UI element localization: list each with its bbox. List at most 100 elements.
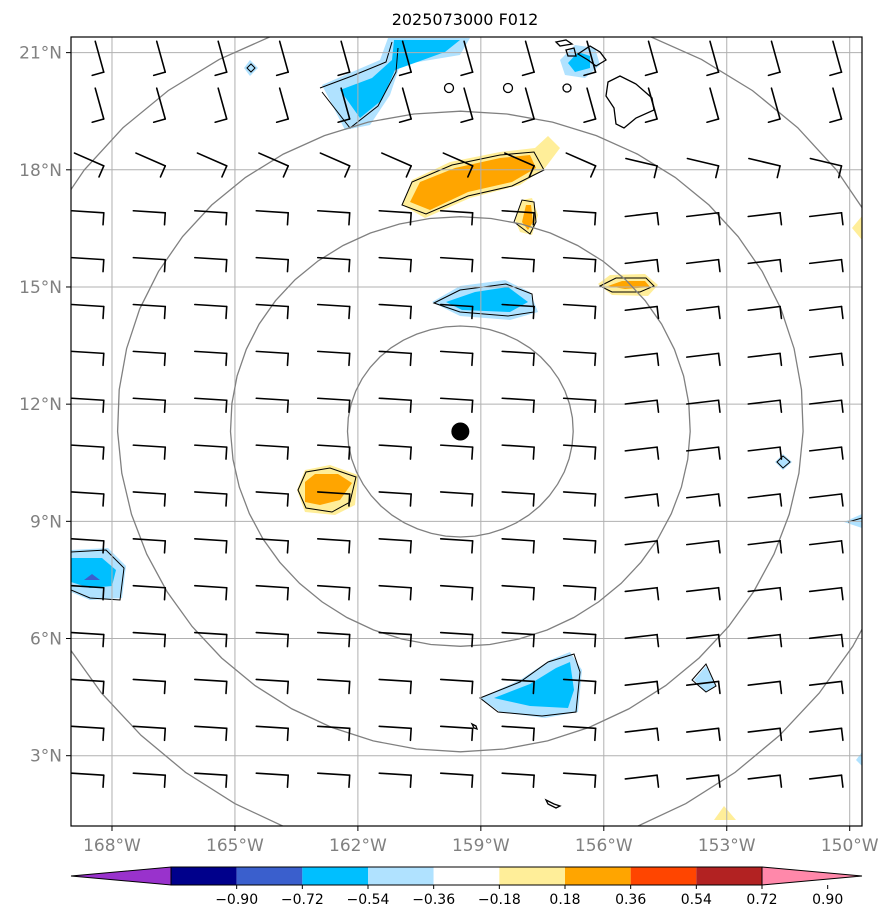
wind-barb	[194, 303, 228, 320]
colorbar-tick-label: −0.18	[478, 892, 521, 908]
wind-barb	[71, 256, 105, 273]
wind-barb	[71, 584, 105, 601]
wind-barb	[132, 444, 167, 460]
colorbar-tick-label: 0.54	[681, 892, 712, 908]
colorbar-bin	[630, 867, 697, 885]
wind-barb	[398, 87, 412, 124]
wind-barb	[747, 633, 783, 648]
wind-barb	[562, 350, 597, 367]
island-small	[544, 798, 562, 809]
wind-barb	[316, 678, 351, 695]
wind-barb	[132, 538, 167, 554]
colorbar-tick-label: 0.18	[549, 892, 580, 908]
wind-barb	[685, 540, 721, 554]
wind-barb	[439, 397, 474, 414]
wind-barb	[378, 584, 412, 601]
wind-barb	[71, 491, 105, 507]
positive-anomaly-patch	[714, 806, 736, 820]
wind-barb	[71, 538, 105, 554]
wind-barb	[624, 352, 660, 367]
wind-barb	[255, 209, 290, 226]
colorbar-tick-label: 0.36	[615, 892, 646, 908]
negative-anomaly-patch	[340, 40, 460, 118]
lat-tick-label: 9°N	[30, 512, 62, 532]
wind-barb	[501, 678, 535, 695]
wind-barb	[194, 209, 228, 226]
wind-barb	[214, 40, 228, 77]
range-ring	[346, 325, 574, 538]
wind-barb	[624, 540, 660, 554]
wind-barb	[316, 491, 351, 507]
wind-barb	[378, 397, 412, 414]
wind-barb	[685, 774, 721, 788]
wind-barb	[829, 87, 843, 124]
wind-barb	[685, 727, 721, 742]
wind-barb	[808, 258, 844, 273]
positive-anomaly-patch	[410, 155, 536, 210]
lon-tick-label: 156°W	[575, 836, 633, 856]
positive-anomaly-patch	[522, 205, 533, 230]
colorbar-extend-low	[70, 866, 172, 886]
range-ring	[71, 37, 862, 826]
wind-barb	[439, 209, 474, 226]
wind-barb	[504, 152, 535, 178]
wind-barb	[316, 209, 351, 226]
lat-tick-label: 15°N	[19, 278, 62, 298]
wind-barb	[562, 631, 597, 648]
wind-barb	[562, 491, 597, 507]
colorbar-extend-high	[761, 866, 863, 886]
lon-tick-label: 162°W	[329, 836, 387, 856]
wind-barb	[132, 631, 167, 648]
wind-barb	[275, 87, 290, 124]
wind-barb	[378, 491, 412, 507]
wind-barb	[398, 40, 412, 77]
negative-anomaly-patch	[244, 60, 258, 76]
wind-barb	[624, 211, 660, 226]
wind-barb	[562, 772, 597, 788]
wind-barb	[501, 772, 535, 788]
wind-barb	[132, 256, 167, 273]
wind-barb	[255, 772, 290, 788]
wind-barb	[565, 152, 597, 178]
wind-barb	[255, 397, 290, 414]
lat-tick-label: 21°N	[19, 44, 62, 64]
wind-barb	[562, 209, 597, 226]
wind-barb	[439, 256, 474, 273]
wind-barb	[316, 725, 351, 742]
wind-barb	[501, 631, 535, 648]
wind-barb	[685, 211, 721, 226]
wind-barb	[747, 727, 783, 742]
wind-barb	[71, 678, 105, 695]
wind-barb	[747, 446, 783, 460]
wind-barb	[132, 584, 167, 601]
wind-barb	[685, 399, 721, 413]
lon-tick-label: 153°W	[698, 836, 756, 856]
wind-barb	[501, 725, 535, 742]
wind-barb	[378, 444, 412, 460]
wind-barb	[501, 350, 535, 367]
wind-barb	[747, 774, 783, 788]
colorbar-bin	[236, 867, 303, 885]
wind-barb	[439, 538, 474, 554]
positive-anomaly-patch	[305, 474, 352, 505]
map-frame	[70, 36, 863, 827]
wind-barb	[442, 152, 474, 178]
wind-barb	[562, 584, 597, 601]
wind-barb	[194, 678, 228, 695]
map-title: 2025073000 F012	[391, 10, 539, 29]
wind-barb	[624, 399, 660, 413]
wind-barb	[767, 87, 781, 124]
wind-barb	[624, 493, 660, 507]
wind-barb	[91, 87, 105, 124]
wind-barb	[644, 87, 658, 124]
wind-barb	[625, 157, 658, 179]
wind-barb	[808, 540, 844, 554]
wind-barb	[501, 584, 535, 601]
island-molokai	[554, 39, 574, 47]
wind-barb	[255, 538, 290, 554]
wind-barb	[747, 586, 783, 601]
wind-barb	[378, 631, 412, 648]
wind-barb	[747, 211, 783, 226]
colorbar-bin	[171, 867, 237, 885]
wind-barb	[132, 303, 167, 320]
